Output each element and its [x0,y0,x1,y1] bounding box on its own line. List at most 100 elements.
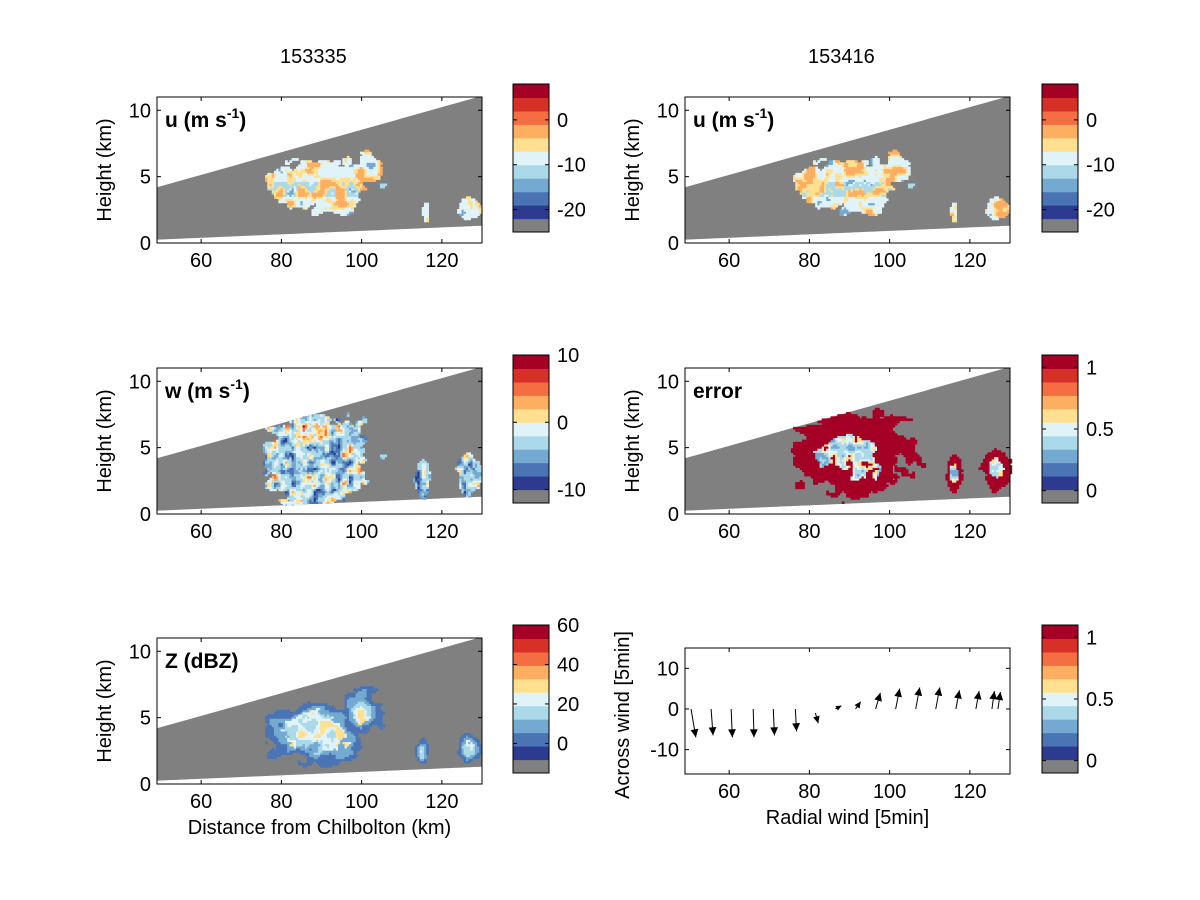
data-cell [320,484,324,487]
data-cell [287,501,290,504]
data-cell [815,179,818,182]
data-cell [841,456,845,460]
colorbar-swatch [513,205,549,220]
data-cell [837,437,841,441]
data-cell [472,209,476,212]
data-cell [835,463,838,466]
data-cell [280,443,284,447]
data-cell [302,433,306,436]
data-cell [848,433,852,436]
data-cell [333,435,337,439]
data-cell [413,477,416,481]
data-cell [360,168,363,172]
data-cell [846,196,849,199]
data-cell [344,473,348,477]
data-cell [824,431,827,434]
data-cell [870,209,874,212]
data-cell [824,420,827,424]
data-cell [313,488,317,492]
data-cell [815,433,818,436]
data-cell [828,441,832,445]
data-cell [338,429,341,432]
data-cell [848,192,852,195]
data-cell [819,467,823,470]
data-cell [289,446,293,449]
data-cell [324,488,328,492]
data-cell [830,416,834,419]
data-cell [353,429,357,432]
data-cell [877,162,880,165]
data-cell [287,465,290,468]
data-cell [888,162,891,165]
data-cell [894,160,898,163]
data-cell [315,433,319,436]
data-cell [291,490,295,494]
data-cell [366,170,370,174]
data-cell [468,206,471,210]
data-cell [868,198,871,202]
data-cell [302,490,306,494]
data-cell [859,181,863,185]
data-cell [828,183,832,187]
data-cell [417,477,421,481]
data-cell [324,471,328,475]
data-cell [797,486,801,490]
data-cell [843,441,847,445]
data-cell [881,170,885,174]
data-cell [322,202,326,206]
data-cell [324,437,328,441]
data-cell [338,494,341,498]
data-cell [477,477,480,481]
data-cell [340,484,343,487]
data-cell [307,170,310,174]
data-cell [353,185,357,189]
data-cell [835,422,838,426]
data-cell [320,418,324,422]
data-cell [991,217,995,221]
data-cell [421,497,425,500]
data-cell [335,198,339,202]
data-cell [868,206,871,210]
data-cell [322,175,326,178]
data-cell [848,179,852,182]
data-cell [362,160,365,163]
data-cell [375,166,379,170]
data-cell [322,431,326,434]
data-cell [285,200,288,204]
data-cell [815,189,818,193]
data-cell [265,484,268,487]
data-cell [291,446,295,449]
data-cell [315,181,319,185]
data-cell [296,158,299,161]
data-cell [285,185,288,189]
data-cell [335,429,339,432]
colorbar-swatch [1042,84,1078,98]
data-cell [362,456,365,460]
data-cell [426,477,429,481]
data-cell [364,153,368,157]
data-cell [421,490,425,494]
data-cell [296,471,299,475]
data-cell [280,469,284,473]
data-cell [881,198,885,202]
data-cell [353,441,357,445]
data-cell [843,488,847,492]
data-cell [324,168,328,172]
data-cell [817,439,821,443]
data-cell [804,431,807,434]
data-cell [311,209,315,212]
data-cell [850,206,854,210]
data-cell [311,475,315,479]
data-cell [850,497,854,500]
data-cell [300,446,304,449]
y-tick-label: 10 [129,371,151,393]
data-cell [329,187,332,191]
data-cell [894,151,898,155]
data-cell [265,177,268,180]
data-cell [415,480,418,483]
data-cell [474,204,478,208]
data-cell [835,484,838,487]
data-cell [300,172,304,176]
data-cell [296,183,299,187]
data-cell [285,168,288,172]
